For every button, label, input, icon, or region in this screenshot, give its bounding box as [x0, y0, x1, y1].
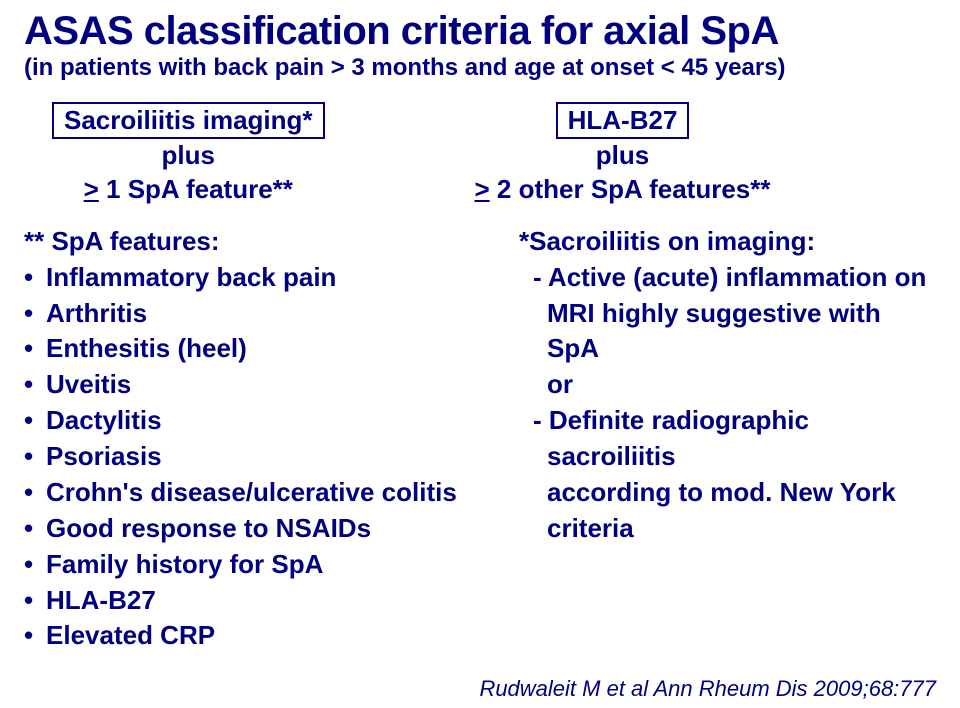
sacro-line: - Definite radiographic sacroiliitis [519, 403, 936, 475]
list-item: Good response to NSAIDs [24, 511, 469, 547]
criteria-arms-row: Sacroiliitis imaging* plus > 1 SpA featu… [52, 102, 936, 206]
sacro-line: according to mod. New York [519, 475, 936, 511]
sacro-line: criteria [519, 511, 936, 547]
list-item: Family history for SpA [24, 547, 469, 583]
ge-symbol: > [84, 174, 99, 204]
list-item: Elevated CRP [24, 618, 469, 654]
spa-features-list: Inflammatory back pain Arthritis Enthesi… [24, 260, 469, 655]
slide-title: ASAS classification criteria for axial S… [24, 10, 936, 52]
list-item: Uveitis [24, 367, 469, 403]
list-item: Crohn's disease/ulcerative colitis [24, 475, 469, 511]
list-item: Dactylitis [24, 403, 469, 439]
sacro-line: MRI highly suggestive with SpA [519, 296, 936, 368]
arm-hlab27-plus: plus [596, 140, 649, 170]
arm-hlab27-box: HLA-B27 [556, 102, 690, 139]
arm-hlab27: HLA-B27 plus > 2 other SpA features** [475, 102, 771, 206]
list-item: HLA-B27 [24, 583, 469, 619]
list-item: Enthesitis (heel) [24, 331, 469, 367]
arm-imaging: Sacroiliitis imaging* plus > 1 SpA featu… [52, 102, 325, 206]
list-item: Arthritis [24, 296, 469, 332]
definitions-row: ** SpA features: Inflammatory back pain … [24, 224, 936, 655]
list-item: Inflammatory back pain [24, 260, 469, 296]
spa-features-column: ** SpA features: Inflammatory back pain … [24, 224, 469, 655]
arm-imaging-req: 1 SpA feature** [99, 174, 293, 204]
list-item: Psoriasis [24, 439, 469, 475]
spa-features-header: ** SpA features: [24, 224, 469, 260]
sacroiliitis-column: *Sacroiliitis on imaging: - Active (acut… [519, 224, 936, 655]
arm-hlab27-req: 2 other SpA features** [490, 174, 771, 204]
sacroiliitis-header: *Sacroiliitis on imaging: [519, 224, 936, 260]
arm-imaging-box: Sacroiliitis imaging* [52, 102, 325, 139]
citation: Rudwaleit M et al Ann Rheum Dis 2009;68:… [479, 676, 936, 702]
slide: ASAS classification criteria for axial S… [0, 0, 960, 708]
ge-symbol: > [475, 174, 490, 204]
arm-imaging-plus: plus [162, 140, 215, 170]
slide-subtitle: (in patients with back pain > 3 months a… [24, 54, 936, 82]
sacro-line: - Active (acute) inflammation on [519, 260, 936, 296]
sacro-or: or [519, 367, 936, 403]
